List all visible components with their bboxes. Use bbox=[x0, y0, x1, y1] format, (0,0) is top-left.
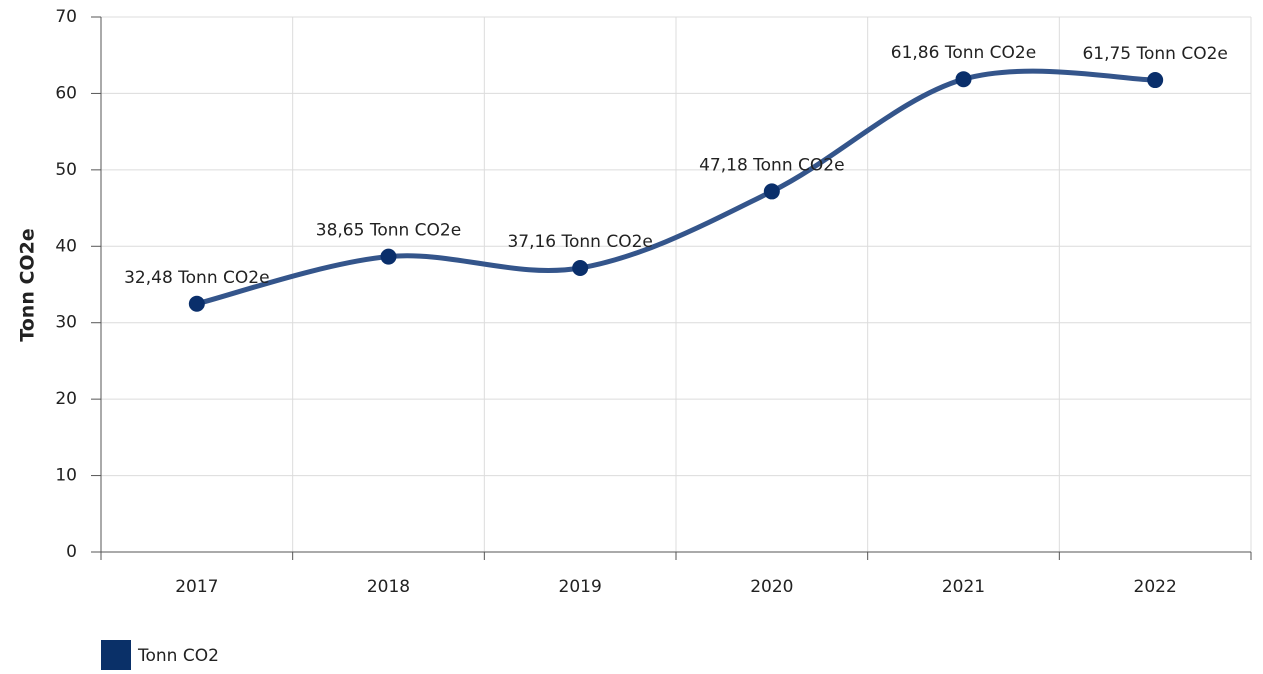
x-tick-label: 2022 bbox=[1134, 577, 1177, 597]
x-tick-label: 2020 bbox=[750, 577, 793, 597]
y-tick-label: 60 bbox=[55, 83, 77, 103]
legend-label: Tonn CO2 bbox=[137, 646, 219, 666]
data-label: 32,48 Tonn CO2e bbox=[124, 268, 269, 288]
y-tick-label: 30 bbox=[55, 313, 77, 333]
x-tick-label: 2017 bbox=[175, 577, 218, 597]
y-tick-label: 0 bbox=[66, 542, 77, 562]
marker bbox=[763, 183, 780, 200]
marker bbox=[955, 71, 972, 88]
marker bbox=[380, 248, 397, 265]
data-label: 37,16 Tonn CO2e bbox=[507, 232, 652, 252]
data-label: 61,86 Tonn CO2e bbox=[891, 43, 1036, 63]
data-label: 61,75 Tonn CO2e bbox=[1082, 44, 1227, 64]
marker bbox=[188, 295, 205, 312]
marker bbox=[1147, 72, 1164, 89]
data-label: 47,18 Tonn CO2e bbox=[699, 155, 844, 175]
y-tick-label: 70 bbox=[55, 7, 77, 27]
data-label: 38,65 Tonn CO2e bbox=[316, 221, 461, 241]
y-tick-label: 40 bbox=[55, 236, 77, 256]
x-tick-label: 2021 bbox=[942, 577, 985, 597]
y-axis-title: Tonn CO2e bbox=[17, 228, 39, 341]
line bbox=[196, 68, 1156, 307]
marker bbox=[572, 259, 589, 276]
y-tick-label: 10 bbox=[55, 466, 77, 486]
x-tick-label: 2019 bbox=[559, 577, 602, 597]
x-tick-label: 2018 bbox=[367, 577, 410, 597]
legend-swatch bbox=[101, 640, 131, 670]
y-tick-label: 50 bbox=[55, 160, 77, 180]
y-tick-label: 20 bbox=[55, 389, 77, 409]
